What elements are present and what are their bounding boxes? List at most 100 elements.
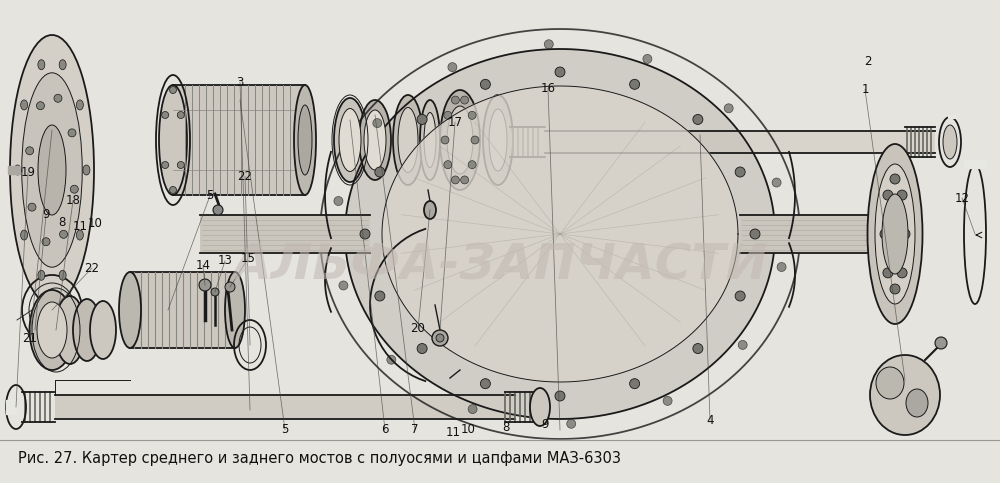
Bar — [740, 215, 895, 253]
Ellipse shape — [334, 98, 366, 182]
Ellipse shape — [14, 165, 21, 175]
Ellipse shape — [10, 35, 94, 305]
Text: 9: 9 — [541, 418, 549, 430]
Ellipse shape — [868, 144, 922, 324]
Circle shape — [177, 112, 184, 118]
Circle shape — [54, 94, 62, 102]
Circle shape — [360, 229, 370, 239]
Text: 8: 8 — [502, 421, 510, 434]
Ellipse shape — [882, 194, 908, 274]
Circle shape — [373, 119, 382, 128]
Circle shape — [897, 268, 907, 278]
Text: 5: 5 — [206, 189, 214, 202]
Circle shape — [199, 279, 211, 291]
Text: 5: 5 — [281, 424, 289, 436]
Circle shape — [693, 114, 703, 125]
Circle shape — [630, 79, 640, 89]
Text: Рис. 27. Картер среднего и заднего мостов с полуосями и цапфами МАЗ-6303: Рис. 27. Картер среднего и заднего мосто… — [18, 451, 621, 466]
Circle shape — [451, 96, 459, 104]
Circle shape — [70, 185, 78, 193]
Circle shape — [724, 104, 733, 113]
Text: 10: 10 — [88, 217, 102, 229]
Circle shape — [28, 203, 36, 211]
Circle shape — [663, 397, 672, 405]
Circle shape — [448, 63, 457, 71]
Text: 14: 14 — [196, 259, 210, 272]
Circle shape — [26, 147, 34, 155]
Circle shape — [693, 343, 703, 354]
Circle shape — [630, 379, 640, 389]
Text: 11: 11 — [446, 426, 460, 439]
Circle shape — [480, 79, 490, 89]
Circle shape — [567, 419, 576, 428]
Ellipse shape — [364, 110, 386, 170]
Text: АЛЬФА-ЗАПЧАСТИ: АЛЬФА-ЗАПЧАСТИ — [232, 241, 768, 289]
Circle shape — [432, 330, 448, 346]
Circle shape — [177, 161, 184, 169]
Circle shape — [170, 186, 176, 194]
Ellipse shape — [424, 201, 436, 219]
Circle shape — [468, 161, 476, 169]
Ellipse shape — [483, 95, 513, 185]
Ellipse shape — [943, 125, 957, 159]
Circle shape — [544, 40, 553, 49]
Circle shape — [735, 291, 745, 301]
Circle shape — [170, 86, 176, 94]
Ellipse shape — [76, 230, 83, 240]
Bar — [130, 272, 235, 348]
Circle shape — [890, 284, 900, 294]
Circle shape — [334, 197, 343, 205]
Circle shape — [883, 190, 893, 200]
Circle shape — [468, 405, 477, 413]
Ellipse shape — [298, 105, 312, 175]
Ellipse shape — [393, 95, 423, 185]
Text: 17: 17 — [448, 116, 462, 128]
Polygon shape — [345, 49, 775, 419]
Ellipse shape — [489, 109, 507, 171]
Ellipse shape — [875, 164, 915, 304]
Ellipse shape — [530, 388, 550, 426]
Circle shape — [897, 190, 907, 200]
Ellipse shape — [59, 270, 66, 280]
Text: 2: 2 — [864, 55, 872, 68]
Ellipse shape — [424, 113, 436, 168]
Ellipse shape — [37, 302, 67, 358]
Text: 4: 4 — [706, 414, 714, 426]
Circle shape — [777, 262, 786, 271]
Text: 22: 22 — [238, 170, 252, 183]
Text: 11: 11 — [72, 220, 88, 232]
Circle shape — [162, 161, 169, 169]
Ellipse shape — [870, 355, 940, 435]
Bar — [6, 400, 16, 414]
Circle shape — [750, 229, 760, 239]
Circle shape — [162, 112, 169, 118]
Circle shape — [387, 355, 396, 364]
Text: 13: 13 — [218, 255, 232, 267]
Circle shape — [417, 114, 427, 125]
Circle shape — [555, 391, 565, 401]
Text: 21: 21 — [22, 332, 38, 344]
Text: 6: 6 — [381, 424, 389, 436]
Bar — [173, 85, 305, 195]
Circle shape — [735, 167, 745, 177]
Polygon shape — [382, 86, 738, 382]
Ellipse shape — [398, 108, 418, 172]
Bar — [55, 395, 515, 419]
Circle shape — [883, 268, 893, 278]
Circle shape — [935, 337, 947, 349]
Circle shape — [468, 111, 476, 119]
Circle shape — [436, 334, 444, 342]
Circle shape — [461, 176, 469, 184]
Circle shape — [555, 67, 565, 77]
Circle shape — [890, 174, 900, 184]
Text: 20: 20 — [411, 322, 425, 335]
Circle shape — [42, 238, 50, 246]
Circle shape — [738, 341, 747, 349]
Ellipse shape — [55, 296, 85, 364]
Circle shape — [480, 379, 490, 389]
Circle shape — [60, 230, 68, 238]
Ellipse shape — [159, 85, 187, 195]
Circle shape — [444, 161, 452, 169]
Ellipse shape — [876, 367, 904, 399]
Ellipse shape — [22, 73, 82, 267]
